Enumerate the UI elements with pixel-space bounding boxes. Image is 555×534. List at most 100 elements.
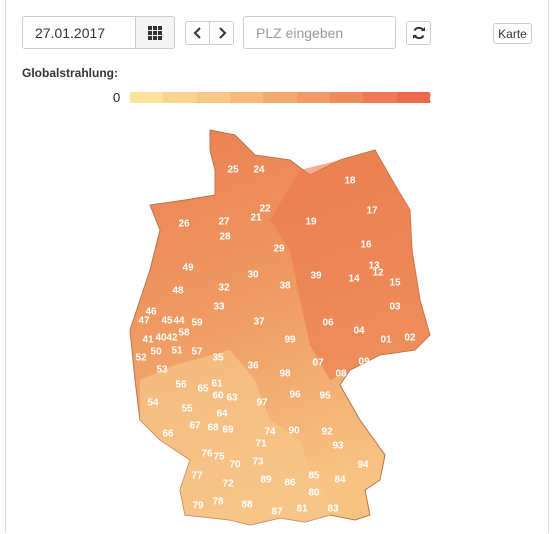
legend-title: Globalstrahlung: [22, 66, 118, 80]
region-label: 45 [161, 316, 173, 327]
region-label: 98 [279, 369, 291, 380]
region-label: 67 [189, 421, 201, 432]
south-west-shade [140, 350, 330, 525]
region-label: 76 [201, 449, 213, 460]
region-label: 87 [271, 507, 283, 518]
region-label: 24 [253, 165, 265, 176]
region-label: 72 [222, 479, 234, 490]
region-label: 44 [173, 316, 185, 327]
region-label: 36 [247, 361, 259, 372]
region-label: 41 [142, 335, 154, 346]
region-label: 80 [308, 488, 320, 499]
prev-icon [193, 27, 201, 39]
region-label: 84 [334, 475, 346, 486]
region-label: 73 [252, 457, 264, 468]
region-label: 57 [191, 347, 203, 358]
region-label: 22 [259, 204, 271, 215]
region-label: 93 [332, 441, 344, 452]
region-label: 55 [181, 404, 193, 415]
region-label: 03 [389, 302, 401, 313]
grid-icon [148, 25, 162, 40]
region-label: 85 [308, 471, 320, 482]
region-label: 59 [191, 318, 203, 329]
calendar-button[interactable] [135, 16, 175, 49]
region-label: 46 [145, 307, 157, 318]
map-button[interactable]: Karte [493, 23, 532, 44]
region-label: 71 [255, 439, 267, 450]
region-label: 21 [250, 213, 262, 224]
region-label: 18 [344, 176, 356, 187]
panel [5, 0, 549, 533]
region-label: 52 [135, 353, 147, 364]
region-label: 27 [218, 217, 230, 228]
region-label: 88 [241, 500, 253, 511]
region-label: 81 [296, 504, 308, 515]
region-label: 90 [288, 426, 300, 437]
region-label: 13 [368, 261, 380, 272]
legend-swatch [296, 92, 331, 103]
region-label: 51 [171, 346, 183, 357]
region-label: 61 [211, 379, 223, 390]
region-label: 69 [222, 425, 234, 436]
region-label: 16 [360, 240, 372, 251]
region-label: 09 [358, 357, 370, 368]
plz-input[interactable]: PLZ eingeben [243, 16, 396, 49]
legend-swatch [396, 92, 431, 103]
refresh-button[interactable] [406, 21, 431, 45]
legend-swatch [330, 92, 364, 103]
region-label: 07 [312, 358, 324, 369]
region-label: 65 [197, 384, 209, 395]
legend-swatch [363, 92, 398, 103]
next-button[interactable] [209, 21, 234, 45]
region-label: 28 [219, 232, 231, 243]
region-label: 26 [178, 219, 190, 230]
region-label: 92 [321, 427, 333, 438]
region-label: 30 [247, 270, 259, 281]
region-label: 78 [212, 497, 224, 508]
region-label: 64 [216, 409, 228, 420]
region-label: 29 [273, 244, 285, 255]
region-label: 40 [155, 333, 167, 344]
region-label: 37 [253, 317, 265, 328]
region-label: 06 [322, 318, 334, 329]
region-label: 75 [213, 452, 225, 463]
north-east-shade [270, 150, 430, 380]
date-input[interactable]: 27.01.2017 [22, 16, 136, 49]
region-label: 12 [372, 268, 384, 279]
legend-swatch [230, 92, 264, 103]
region-label: 25 [227, 165, 239, 176]
region-label: 89 [260, 475, 272, 486]
region-label: 47 [138, 316, 150, 327]
region-label: 58 [178, 328, 190, 339]
region-label: 97 [256, 398, 268, 409]
legend-swatch [196, 92, 231, 103]
region-label: 33 [213, 302, 225, 313]
region-label: 01 [380, 335, 392, 346]
region-label: 86 [284, 478, 296, 489]
legend-swatch [130, 92, 164, 103]
region-label: 66 [162, 429, 174, 440]
region-label: 04 [353, 326, 365, 337]
region-label: 99 [284, 335, 296, 346]
region-label: 50 [150, 347, 162, 358]
region-label: 79 [192, 501, 204, 512]
region-label: 49 [182, 263, 194, 274]
region-label: 60 [212, 391, 224, 402]
region-label: 96 [289, 390, 301, 401]
region-label: 53 [156, 365, 168, 376]
region-label: 63 [226, 393, 238, 404]
region-label: 48 [172, 286, 184, 297]
region-label: 42 [166, 333, 178, 344]
region-label: 14 [348, 274, 360, 285]
next-icon [218, 27, 226, 39]
region-label: 02 [404, 333, 416, 344]
region-label: 94 [357, 460, 369, 471]
region-label: 19 [305, 217, 317, 228]
region-label: 35 [212, 353, 224, 364]
legend-swatch [263, 92, 298, 103]
region-label: 83 [327, 504, 339, 515]
region-label: 38 [279, 281, 291, 292]
region-label: 39 [310, 271, 322, 282]
